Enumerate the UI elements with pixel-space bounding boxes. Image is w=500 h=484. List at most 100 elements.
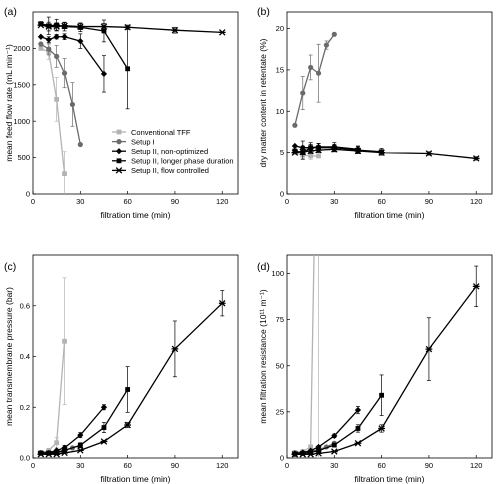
plot-frame xyxy=(32,11,239,195)
series-line xyxy=(294,255,315,454)
data-point xyxy=(308,64,314,71)
data-point xyxy=(307,147,315,155)
series-setup-i xyxy=(38,41,83,148)
data-point xyxy=(100,404,108,411)
x-tick-label: 60 xyxy=(377,461,385,470)
series-line xyxy=(294,285,477,455)
data-point xyxy=(472,283,480,290)
data-point xyxy=(62,338,67,344)
data-point xyxy=(38,450,44,456)
y-tick-label: 0 xyxy=(280,190,284,199)
data-point xyxy=(378,149,386,156)
data-point xyxy=(330,146,338,153)
panel-label: (b) xyxy=(257,6,270,18)
data-point xyxy=(53,450,61,458)
panel-label: (c) xyxy=(4,261,16,273)
data-point xyxy=(53,23,61,30)
data-point xyxy=(69,101,76,108)
x-tick-label: 120 xyxy=(216,461,229,470)
data-point xyxy=(101,28,107,34)
legend-marker xyxy=(116,158,122,164)
data-point xyxy=(291,149,299,156)
series-setup-ii-non-optimized xyxy=(37,33,108,93)
data-point xyxy=(61,444,68,451)
data-point xyxy=(291,142,298,150)
y-tick-label: 15 xyxy=(276,66,284,75)
x-axis-label: filtration time (min) xyxy=(101,474,171,484)
y-tick-label: 25 xyxy=(276,407,284,416)
chart-panel-a: 0 30 60 90 120 0 500 1000 1500 2000 filtration tim… xyxy=(4,6,239,220)
panel-label: (d) xyxy=(257,261,270,273)
series-line xyxy=(40,389,129,454)
x-tick-label: 0 xyxy=(285,461,289,470)
data-point xyxy=(38,46,44,51)
y-tick-label: 0 xyxy=(280,454,284,463)
x-tick-label: 60 xyxy=(377,197,385,206)
series-setup-ii-flow-controlled xyxy=(291,146,480,162)
plot-area xyxy=(37,277,226,458)
y-tick-label: 5 xyxy=(280,148,284,157)
series-setup-ii-longer-phase-duration xyxy=(292,374,385,457)
series-line xyxy=(40,24,223,34)
x-tick-label: 90 xyxy=(171,197,179,206)
x-axis-label: filtration time (min) xyxy=(355,210,425,220)
series-setup-ii-flow-controlled xyxy=(291,265,480,458)
chart-panel-b: 0 30 60 90 120 0 5 10 15 20 filtration time (min) d… xyxy=(257,6,493,220)
legend-entry: Setup II, longer phase duration xyxy=(131,157,234,166)
data-point xyxy=(354,147,362,155)
data-point xyxy=(308,444,314,450)
data-point xyxy=(45,450,53,458)
data-point xyxy=(101,425,107,430)
x-axis-label: filtration time (min) xyxy=(355,474,425,484)
data-point xyxy=(100,23,108,30)
data-point xyxy=(46,46,52,52)
data-point xyxy=(37,21,45,29)
data-point xyxy=(299,451,307,458)
data-point xyxy=(354,406,362,414)
series-setup-ii-flow-controlled xyxy=(37,21,226,36)
data-point xyxy=(316,448,321,454)
data-point xyxy=(45,36,52,43)
data-point xyxy=(331,442,337,448)
legend-entry: Setup I xyxy=(131,137,155,146)
plot-area xyxy=(291,255,480,458)
series-setup-ii-longer-phase-duration xyxy=(38,16,131,110)
data-point xyxy=(323,42,330,48)
data-point xyxy=(125,387,131,392)
data-point xyxy=(61,70,68,76)
series-line xyxy=(40,341,66,454)
data-point xyxy=(77,38,84,45)
legend-marker xyxy=(115,167,123,174)
plot-area xyxy=(291,31,480,162)
data-point xyxy=(53,33,60,40)
x-tick-label: 60 xyxy=(123,461,131,470)
data-point xyxy=(124,421,132,429)
data-point xyxy=(292,148,298,154)
data-point xyxy=(61,33,68,40)
data-point xyxy=(308,153,314,159)
y-tick-label: 1500 xyxy=(13,80,30,89)
series-line xyxy=(294,148,477,160)
y-tick-label: 1000 xyxy=(13,117,30,126)
series-line xyxy=(294,33,335,126)
data-point xyxy=(100,70,108,77)
data-point xyxy=(77,442,83,448)
data-point xyxy=(76,23,84,30)
data-point xyxy=(425,345,433,353)
data-point xyxy=(37,33,44,40)
series-conventional-tff xyxy=(292,255,321,458)
data-point xyxy=(76,447,84,454)
data-point xyxy=(378,425,386,432)
legend-marker xyxy=(116,129,122,135)
data-point xyxy=(62,447,67,453)
y-axis-label: mean transmembrane pressure (bar) xyxy=(4,287,14,426)
data-point xyxy=(125,66,131,72)
y-tick-label: 2000 xyxy=(13,44,30,53)
y-tick-label: 0 xyxy=(26,190,30,199)
series-setup-i xyxy=(292,31,337,128)
series-setup-ii-longer-phase-duration xyxy=(38,366,131,456)
data-point xyxy=(124,24,132,31)
legend-marker xyxy=(115,148,123,155)
series-line xyxy=(40,302,223,455)
